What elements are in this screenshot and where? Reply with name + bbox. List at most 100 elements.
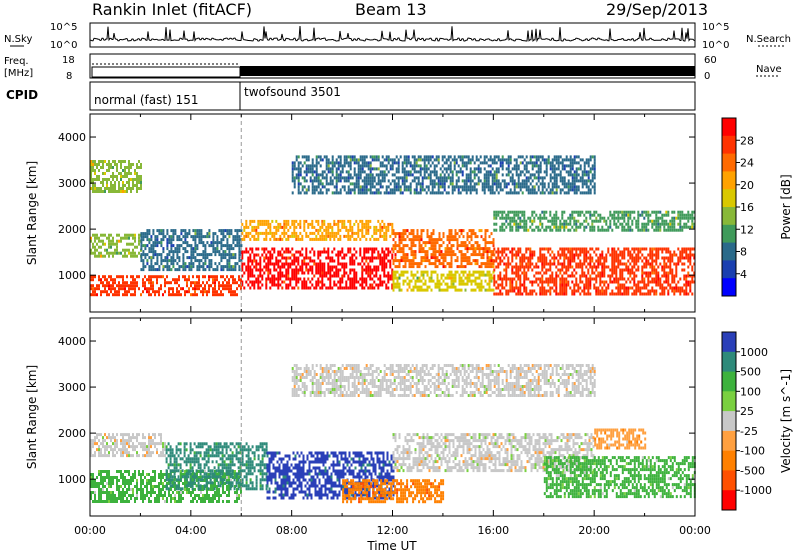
cpid-mode-2: twofsound 3501	[244, 85, 341, 99]
nsky-trace	[90, 26, 695, 41]
velocity-colorbar-tick-3: 25	[740, 405, 754, 418]
cpid-mode-1: normal (fast) 151	[94, 93, 198, 107]
velocity-colorbar-swatch-6	[722, 451, 736, 471]
nave-tick-top: 60	[704, 55, 717, 66]
nave-tick-bottom: 0	[704, 71, 710, 82]
velocity-colorbar-tick-2: 100	[740, 385, 761, 398]
date-title: 29/Sep/2013	[606, 0, 708, 19]
freq-label-line1: Freq.	[4, 56, 29, 67]
power-band-2	[140, 229, 242, 271]
power-colorbar-swatch-2	[722, 154, 736, 172]
x-tick-0: 00:00	[74, 524, 106, 537]
freq-mode1-band	[92, 67, 240, 77]
nsearch-tick-top: 10^5	[702, 22, 729, 33]
velocity-band-7	[594, 429, 646, 450]
velocity-colorbar-swatch-2	[722, 372, 736, 392]
velocity-colorbar-tick-1: 500	[740, 366, 761, 379]
station-title: Rankin Inlet (fitACF)	[92, 0, 252, 19]
power-colorbar-tick-0: 28	[740, 134, 754, 147]
power-colorbar-swatch-9	[722, 278, 736, 296]
power-colorbar-tick-4: 12	[740, 223, 754, 236]
x-tick-labels: 00:00 04:00 08:00 12:00 16:00 20:00 00:00	[74, 524, 711, 537]
velocity-colorbar-swatch-7	[722, 470, 736, 490]
nsearch-tick-bottom: 10^0	[702, 40, 729, 51]
velocity-y-tick-3: 4000	[58, 335, 86, 348]
velocity-colorbar-tick-0: 1000	[740, 346, 768, 359]
nsky-tick-bottom: 10^0	[50, 40, 77, 51]
power-colorbar: 28 24 20 16 12 8 4 Power [dB]	[722, 118, 793, 297]
power-colorbar-tick-1: 24	[740, 157, 754, 170]
freq-mode2-band	[240, 66, 695, 76]
velocity-colorbar-swatch-5	[722, 431, 736, 451]
power-band-0	[90, 275, 242, 296]
power-band-3	[90, 160, 142, 193]
nsky-trace-path	[90, 26, 695, 41]
velocity-colorbar-swatch-1	[722, 352, 736, 372]
x-tick-2: 08:00	[276, 524, 308, 537]
velocity-band-1	[90, 433, 166, 457]
nsearch-label: N.Search	[746, 34, 791, 45]
velocity-colorbar-swatch-3	[722, 391, 736, 411]
power-colorbar-swatch-3	[722, 171, 736, 189]
power-y-tick-1: 2000	[58, 223, 86, 236]
velocity-y-tick-1: 2000	[58, 427, 86, 440]
velocity-band-5	[393, 433, 595, 472]
power-colorbar-swatch-5	[722, 207, 736, 225]
freq-tick-bottom: 8	[66, 71, 72, 82]
power-y-tick-0: 1000	[58, 269, 86, 282]
power-colorbar-swatch-0	[722, 118, 736, 136]
power-band-4	[241, 248, 393, 290]
power-band-6	[393, 229, 495, 268]
power-colorbar-tick-5: 8	[740, 246, 747, 259]
velocity-y-axis-title: Slant Range [km]	[25, 365, 39, 469]
power-colorbar-swatch-6	[722, 225, 736, 243]
beam-title: Beam 13	[355, 0, 427, 19]
x-axis-title: Time UT	[366, 539, 417, 553]
power-panel: 1000 2000 3000 4000 Slant Range [km]	[25, 114, 695, 312]
velocity-colorbar-tick-6: -500	[740, 464, 765, 477]
x-tick-6: 00:00	[679, 524, 711, 537]
velocity-colorbar: 1000 500 100 25 -25 -100 -500 -1000 Velocity [m …	[722, 332, 793, 511]
freq-label-line2: [MHz]	[4, 68, 33, 79]
power-band-8	[493, 248, 695, 296]
x-tick-5: 20:00	[578, 524, 610, 537]
velocity-colorbar-swatch-4	[722, 411, 736, 431]
power-y-axis-title: Slant Range [km]	[25, 161, 39, 265]
velocity-colorbar-label: Velocity [m s^-1]	[779, 369, 793, 473]
power-colorbar-swatch-4	[722, 189, 736, 207]
x-tick-4: 16:00	[477, 524, 509, 537]
cpid-label: CPID	[6, 88, 38, 102]
x-tick-1: 04:00	[175, 524, 207, 537]
nsky-label: N.Sky	[4, 34, 32, 45]
velocity-colorbar-tick-4: -25	[740, 425, 758, 438]
velocity-y-tick-2: 3000	[58, 381, 86, 394]
velocity-colorbar-tick-5: -100	[740, 445, 765, 458]
velocity-y-tick-0: 1000	[58, 473, 86, 486]
velocity-colorbar-swatch-8	[722, 490, 736, 510]
velocity-panel: 1000 2000 3000 4000 Slant Range [km]	[25, 318, 696, 516]
power-y-tick-2: 3000	[58, 177, 86, 190]
power-colorbar-tick-3: 16	[740, 201, 754, 214]
power-colorbar-tick-2: 20	[740, 179, 754, 192]
velocity-band-4	[342, 479, 444, 503]
power-colorbar-label: Power [dB]	[779, 174, 793, 239]
nave-label: Nave	[756, 64, 782, 75]
power-colorbar-swatch-8	[722, 260, 736, 278]
freq-tick-top: 18	[62, 55, 75, 66]
nsky-tick-top: 10^5	[50, 22, 77, 33]
power-band-1	[90, 234, 142, 258]
power-colorbar-tick-6: 4	[740, 268, 747, 281]
power-y-tick-3: 4000	[58, 131, 86, 144]
power-band-10	[292, 155, 596, 194]
power-band-7	[393, 271, 495, 292]
velocity-colorbar-swatch-0	[722, 332, 736, 352]
nsky-strip-frame	[90, 23, 695, 47]
velocity-colorbar-tick-7: -1000	[740, 484, 772, 497]
velocity-band-8	[292, 364, 596, 397]
x-tick-3: 12:00	[377, 524, 409, 537]
power-colorbar-swatch-7	[722, 243, 736, 261]
velocity-band-2	[166, 442, 268, 490]
power-band-9	[493, 211, 695, 232]
power-colorbar-swatch-1	[722, 136, 736, 154]
